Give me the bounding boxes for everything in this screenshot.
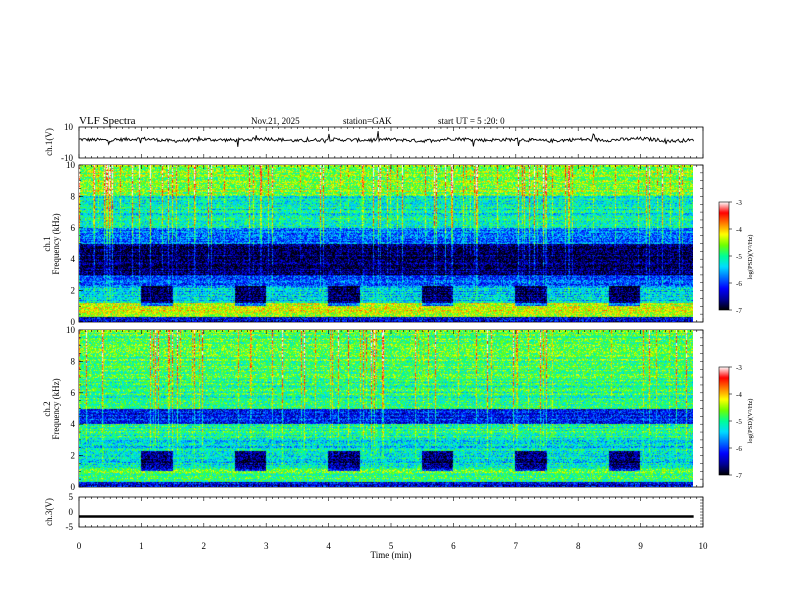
- ch2-colorbar: -3 -4 -5 -6 -7 log(PSD)(V²/Hz): [718, 364, 754, 480]
- date-label: Nov.21, 2025: [251, 116, 300, 126]
- colorbar-tick-label: -5: [736, 418, 742, 426]
- x-tick-label: 10: [699, 541, 709, 551]
- ch1-spectrogram-heatmap: [79, 165, 693, 322]
- ch1-colorbar-ticks: -3 -4 -5 -6 -7: [729, 199, 742, 315]
- x-tick-label: 7: [514, 541, 519, 551]
- ch3-ytick-top: 5: [69, 492, 74, 502]
- ch2-spectrogram-panel: 0 2 4 6 8 10 ch.2 Frequency (kHz): [42, 325, 704, 492]
- ch1-ytick-bottom: -10: [61, 153, 73, 163]
- x-tick-label: 9: [638, 541, 643, 551]
- start-ut-label: start UT = 5 :20: 0: [438, 116, 505, 126]
- ch1-spectrogram-ylabel-line2: Frequency (kHz): [51, 213, 61, 274]
- x-axis-label: Time (min): [371, 550, 412, 560]
- ch3-waveform-ylabel: ch.3(V): [44, 498, 54, 526]
- x-tick-label: 5: [389, 541, 394, 551]
- x-tick-label: 6: [451, 541, 456, 551]
- y-tick-label: 8: [71, 191, 76, 201]
- ch2-spectrogram-ylabel-line2: Frequency (kHz): [51, 378, 61, 439]
- y-tick-label: 6: [71, 388, 76, 398]
- colorbar-tick-label: -7: [736, 307, 742, 315]
- y-tick-label: 8: [71, 356, 76, 366]
- y-tick-label: 2: [71, 286, 76, 296]
- ch1-waveform-line: [78, 131, 694, 147]
- y-tick-label: 10: [66, 325, 76, 335]
- colorbar-tick-label: -6: [736, 445, 742, 453]
- ch2-spectrogram-heatmap: [79, 330, 693, 487]
- x-tick-label: 1: [139, 541, 144, 551]
- x-tick-label: 8: [576, 541, 581, 551]
- ch1-ytick-top: 10: [64, 122, 74, 132]
- y-tick-label: 4: [71, 254, 76, 264]
- ch1-waveform-ticks: [78, 127, 704, 158]
- figure-title: VLF Spectra: [79, 115, 136, 127]
- colorbar-tick-label: -4: [736, 226, 742, 234]
- ch2-colorbar-gradient: [719, 367, 729, 475]
- ch1-spectrogram-yticks: 0 2 4 6 8 10: [66, 160, 704, 327]
- ch1-colorbar: -3 -4 -5 -6 -7 log(PSD)(V²/Hz): [718, 199, 754, 315]
- ch2-colorbar-label: log(PSD)(V²/Hz): [747, 399, 754, 444]
- x-tick-label: 4: [326, 541, 331, 551]
- x-tick-label: 2: [202, 541, 207, 551]
- x-axis-tick-labels: 0 1 2 3 4 5 6 7 8 9 10: [77, 541, 708, 551]
- y-tick-label: 6: [71, 223, 76, 233]
- x-tick-label: 3: [264, 541, 269, 551]
- ch2-spectrogram-yticks: 0 2 4 6 8 10: [66, 325, 704, 492]
- y-tick-label: 4: [71, 419, 76, 429]
- colorbar-tick-label: -3: [736, 199, 742, 207]
- x-tick-label: 0: [77, 541, 82, 551]
- ch1-waveform-panel: 10 -10 ch.1(V): [44, 122, 704, 163]
- station-label: station=GAK: [343, 116, 392, 126]
- ch1-waveform-ylabel: ch.1(V): [44, 128, 54, 156]
- colorbar-tick-label: -3: [736, 364, 742, 372]
- ch3-waveform-ticks: [78, 496, 704, 528]
- ch3-ytick-middle: 0: [69, 507, 74, 517]
- ch1-waveform-frame: [78, 126, 704, 159]
- colorbar-tick-label: -5: [736, 253, 742, 261]
- ch1-spectrogram-panel: 0 2 4 6 8 10 ch.1 Frequency (kHz): [42, 160, 704, 327]
- y-tick-label: 0: [71, 482, 76, 492]
- colorbar-tick-label: -7: [736, 472, 742, 480]
- ch1-colorbar-gradient: [719, 202, 729, 310]
- ch3-ytick-bottom: -5: [66, 522, 74, 532]
- ch2-spectrogram-ylabel-line1: ch.2: [42, 401, 52, 416]
- colorbar-tick-label: -4: [736, 391, 742, 399]
- ch3-waveform-panel: 5 0 -5 ch.3(V): [44, 492, 704, 532]
- colorbar-tick-label: -6: [736, 280, 742, 288]
- ch1-colorbar-label: log(PSD)(V²/Hz): [747, 235, 754, 280]
- ch2-colorbar-ticks: -3 -4 -5 -6 -7: [729, 364, 742, 480]
- ch1-spectrogram-ylabel-line1: ch.1: [42, 236, 52, 251]
- ch3-waveform-frame: [78, 496, 704, 528]
- y-tick-label: 0: [71, 317, 76, 327]
- y-tick-label: 2: [71, 451, 76, 461]
- y-tick-label: 10: [66, 160, 76, 170]
